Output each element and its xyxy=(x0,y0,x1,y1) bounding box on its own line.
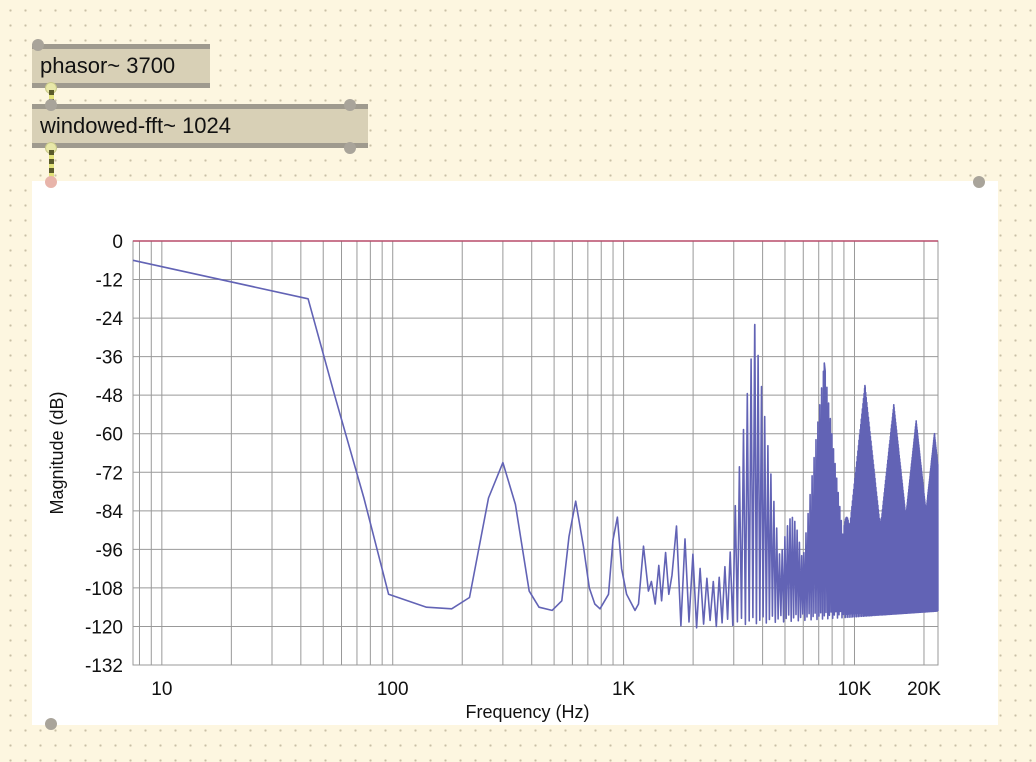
fft-object[interactable]: windowed-fft~ 1024 xyxy=(32,104,368,148)
scope-outlet[interactable] xyxy=(45,718,57,730)
phasor-object-text: phasor~ 3700 xyxy=(40,53,175,78)
y-tick-label: -96 xyxy=(96,540,123,561)
y-tick-label: -72 xyxy=(96,463,123,484)
fft-outlet-right[interactable] xyxy=(344,142,356,154)
fft-inlet-left[interactable] xyxy=(45,99,57,111)
y-tick-label: -84 xyxy=(96,502,124,523)
y-tick-label: -24 xyxy=(96,309,124,330)
y-tick-label: -108 xyxy=(85,579,123,600)
fft-inlet-right[interactable] xyxy=(344,99,356,111)
scope-inlet[interactable] xyxy=(45,176,57,188)
phasor-inlet[interactable] xyxy=(32,39,44,51)
y-axis-label: Magnitude (dB) xyxy=(47,391,67,514)
y-tick-label: -12 xyxy=(96,271,123,292)
x-tick-label: 20K xyxy=(907,679,941,700)
spectrum-chart: 0 -12 -24 -36 -48 -60 -72 -84 -96 -108 -120 -132 10 1… xyxy=(32,181,998,725)
fft-object-text: windowed-fft~ 1024 xyxy=(40,113,231,138)
x-tick-label: 10K xyxy=(838,679,872,700)
x-tick-label: 1K xyxy=(612,679,636,700)
y-tick-label: -120 xyxy=(85,617,123,638)
phasor-object[interactable]: phasor~ 3700 xyxy=(32,44,210,88)
scope-resize-handle-top[interactable] xyxy=(973,176,985,188)
y-tick-label: -60 xyxy=(96,425,123,446)
y-tick-label: -36 xyxy=(96,348,123,369)
x-tick-label: 100 xyxy=(377,679,409,700)
y-tick-label: -48 xyxy=(96,386,123,407)
y-tick-label: -132 xyxy=(85,656,123,677)
x-tick-label: 10 xyxy=(151,679,172,700)
spectrum-scope[interactable]: 0 -12 -24 -36 -48 -60 -72 -84 -96 -108 -120 -132 10 1… xyxy=(32,181,998,725)
y-tick-label: 0 xyxy=(112,232,123,253)
patchcord-fft-to-scope[interactable] xyxy=(49,150,54,177)
x-axis-label: Frequency (Hz) xyxy=(465,702,589,722)
